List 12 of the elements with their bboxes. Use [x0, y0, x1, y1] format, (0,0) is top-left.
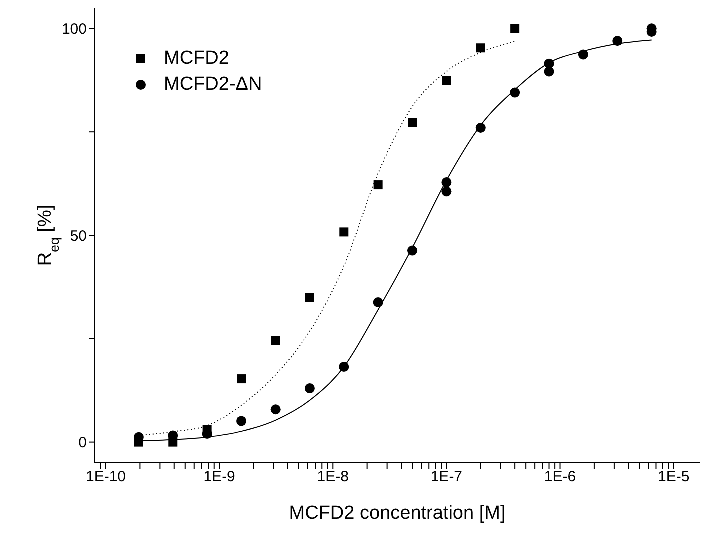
legend-label: MCFD2-ΔN: [164, 73, 262, 97]
y-tick-label: 0: [78, 434, 87, 452]
legend-label: MCFD2: [164, 47, 230, 71]
y-tick-label: 100: [62, 21, 87, 38]
x-tick-label: 1E-10: [86, 468, 126, 486]
x-axis-title: MCFD2 concentration [M]: [289, 503, 506, 524]
x-tick-label: 1E-9: [204, 468, 236, 486]
x-tick-label: 1E-7: [430, 468, 463, 486]
y-tick-label: 50: [70, 228, 87, 245]
x-tick-label: 1E-6: [544, 468, 576, 486]
x-tick-label: 1E-8: [317, 468, 349, 486]
x-tick-label: 1E-5: [658, 468, 690, 486]
